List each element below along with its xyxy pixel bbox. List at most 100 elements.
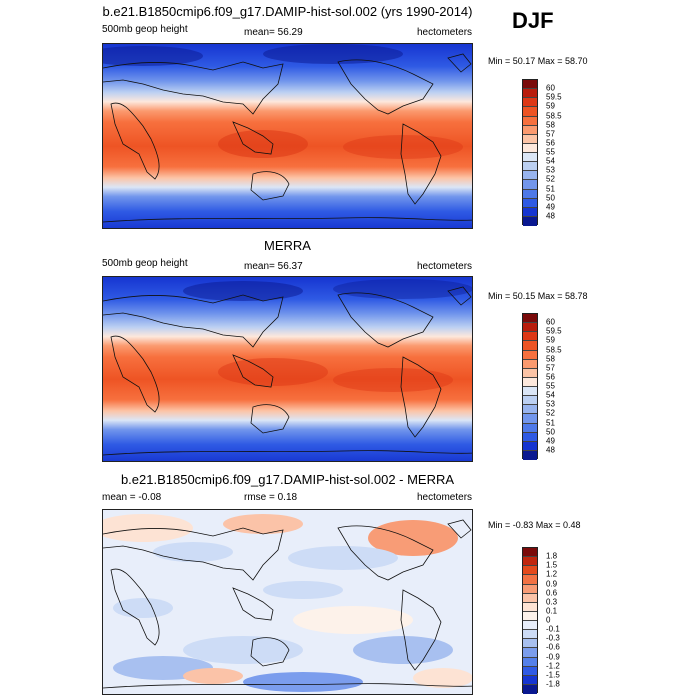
panel-1-map [102,43,473,229]
colorbar-level-label: 55 [546,147,555,157]
colorbar-swatch [523,566,537,576]
panel-2-title: MERRA [264,238,311,253]
colorbar-level-label: 48 [546,211,555,221]
panel-3-colorbar [522,547,538,694]
colorbar-level-label: 1.5 [546,560,558,570]
colorbar-level-label: 0.1 [546,606,558,616]
colorbar-swatch [523,332,537,342]
colorbar-level-label: 55 [546,381,555,391]
colorbar-level-label: 60 [546,83,555,93]
panel-2-colorbar [522,313,538,460]
colorbar-swatch [523,98,537,108]
colorbar-swatch [523,602,537,612]
colorbar-level-label: -0.1 [546,624,560,634]
colorbar-level-label: 0.3 [546,597,558,607]
colorbar-level-label: 56 [546,138,555,148]
colorbar-level-label: 48 [546,445,555,455]
colorbar-swatch [523,171,537,181]
panel-3-mean: mean = -0.08 [102,492,162,503]
colorbar-level-label: -0.9 [546,652,560,661]
colorbar-swatch [523,359,537,369]
colorbar-level-label: -1.8 [546,679,560,689]
colorbar-swatch [523,323,537,333]
panel-1-colorbar-labels: 60 59.5 59 58.5 58 57 56 55 54 53 52 51 50 49 48 [546,79,606,225]
panel-2-field-label: 500mb geop height [102,258,188,269]
colorbar-swatch [523,450,537,460]
panel-1-units: hectometers [417,27,473,38]
colorbar-level-label: 49 [546,436,555,446]
colorbar-level-label: 59.5 [546,326,562,336]
colorbar-level-label: 51 [546,418,555,427]
colorbar-swatch [523,432,537,442]
panel-1-minmax: Min = 50.17 Max = 58.70 [488,56,588,66]
colorbar-swatch [523,657,537,667]
panel-2-mean: mean= 56.37 [244,261,303,272]
panel-1-field-label: 500mb geop height [102,24,188,35]
colorbar-swatch [523,125,537,135]
panel-2-colorbar-labels: 60 59.5 59 58.5 58 57 56 55 54 53 52 51 50 49 48 [546,313,606,459]
colorbar-level-label: 58.5 [546,345,562,354]
panel-2-minmax: Min = 50.15 Max = 58.78 [488,291,588,301]
colorbar-swatch [523,341,537,351]
colorbar-swatch [523,675,537,685]
colorbar-swatch [523,557,537,567]
colorbar-level-label: 54 [546,156,555,166]
colorbar-level-label: 51 [546,184,555,193]
panel-3-rmse: rmse = 0.18 [244,492,298,503]
colorbar-swatch [523,548,537,558]
colorbar-level-label: -0.3 [546,633,560,643]
colorbar-swatch [523,350,537,360]
colorbar-swatch [523,162,537,172]
colorbar-level-label: 57 [546,363,555,373]
panel-2-map [102,276,473,462]
colorbar-swatch [523,593,537,603]
colorbar-level-label: 1.2 [546,569,558,579]
colorbar-swatch [523,134,537,144]
colorbar-level-label: 52 [546,174,555,184]
colorbar-level-label: 1.8 [546,551,558,561]
colorbar-swatch [523,611,537,621]
colorbar-level-label: 0.9 [546,579,558,588]
colorbar-swatch [523,143,537,153]
colorbar-level-label: -1.2 [546,661,560,671]
colorbar-swatch [523,621,537,631]
colorbar-swatch [523,368,537,378]
colorbar-level-label: 53 [546,165,555,175]
colorbar-swatch [523,80,537,90]
colorbar-swatch [523,630,537,640]
colorbar-swatch [523,639,537,649]
colorbar-swatch [523,387,537,397]
colorbar-swatch [523,666,537,676]
colorbar-swatch [523,441,537,451]
colorbar-swatch [523,405,537,415]
panel-2-units: hectometers [417,261,473,272]
colorbar-level-label: 56 [546,372,555,382]
panel-1-mean: mean= 56.29 [244,27,303,38]
colorbar-swatch [523,584,537,594]
colorbar-level-label: 57 [546,129,555,139]
colorbar-swatch [523,648,537,658]
colorbar-swatch [523,198,537,208]
colorbar-level-label: 49 [546,202,555,212]
colorbar-swatch [523,216,537,226]
colorbar-level-label: 59 [546,101,555,111]
colorbar-swatch [523,314,537,324]
colorbar-level-label: 59 [546,335,555,345]
colorbar-swatch [523,116,537,126]
colorbar-swatch [523,89,537,99]
colorbar-level-label: 59.5 [546,92,562,102]
colorbar-level-label: 0 [546,615,551,625]
colorbar-level-label: 58 [546,354,555,364]
colorbar-level-label: 58 [546,120,555,130]
colorbar-level-label: 54 [546,390,555,400]
colorbar-swatch [523,180,537,190]
colorbar-level-label: 53 [546,399,555,409]
colorbar-level-label: 58.5 [546,111,562,120]
colorbar-swatch [523,189,537,199]
colorbar-level-label: 0.6 [546,588,558,598]
colorbar-swatch [523,107,537,117]
panel-3-colorbar-labels: 1.8 1.5 1.2 0.9 0.6 0.3 0.1 0 -0.1 -0.3 -0.6 -0.9 -1… [546,547,606,693]
panel-1-title: b.e21.B1850cmip6.f09_g17.DAMIP-hist-sol.… [102,4,473,19]
colorbar-swatch [523,396,537,406]
colorbar-swatch [523,153,537,163]
